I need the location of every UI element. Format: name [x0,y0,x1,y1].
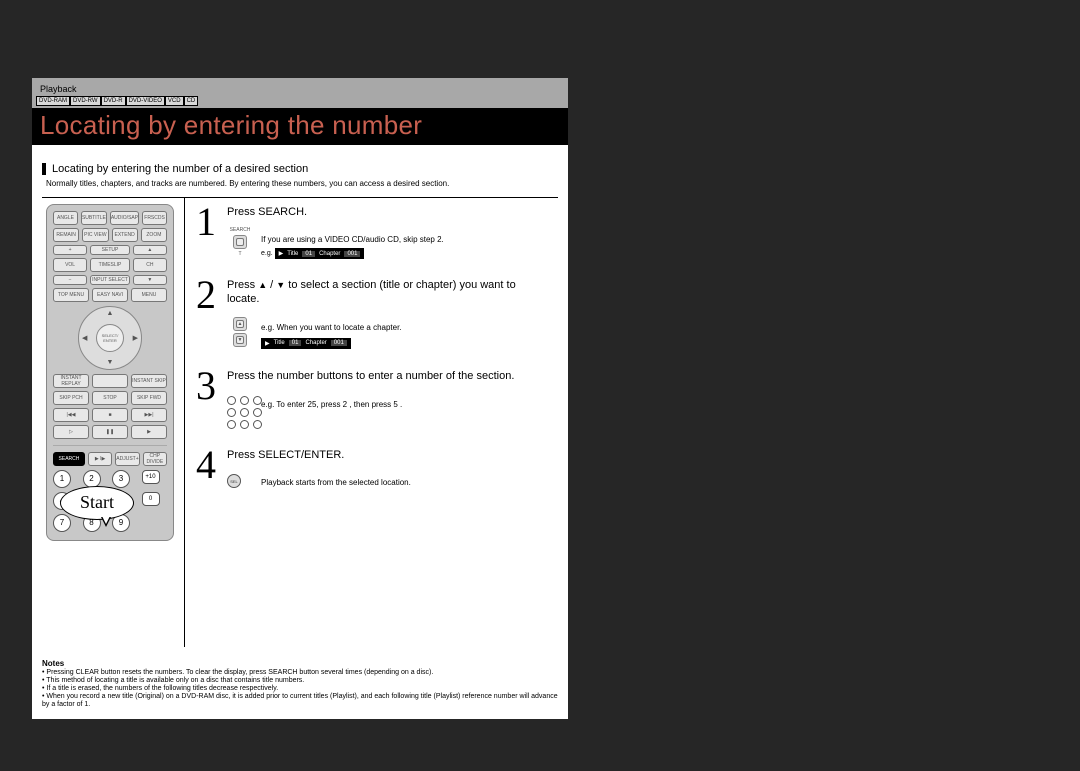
remote-btn: EXTEND [112,228,138,242]
notes-heading: Notes [42,659,558,668]
remote-btn: STOP [92,391,128,405]
badge-dvd-rw: DVD-RW [70,96,101,106]
remote-btn: + [53,245,87,255]
remote-btn: ▲ [133,245,167,255]
step-4: 4 Press SELECT/ENTER. SEL Playback start… [193,447,550,489]
remote-btn: FRSCDS [142,211,167,225]
step-3: 3 Press the number buttons to enter a nu… [193,368,550,429]
step-2-note: e.g. When you want to locate a chapter. [261,323,402,332]
dpad-down-icon: ▼ [107,359,114,366]
remote-btn: SKIP PCH [53,391,89,405]
notes-section: Notes • Pressing CLEAR button resets the… [32,655,568,719]
step-2-title: Press ▲ / ▼ to select a section (title o… [227,279,550,307]
remote-btn: CH [133,258,167,272]
remote-btn: ADJUST+ [115,452,139,466]
remote-btn: TIMESLIP [90,258,130,272]
step-3-note: e.g. To enter 25, press 2 , then press 5… [261,400,402,429]
step-number: 2 [193,277,219,350]
up-arrow-icon: ▲ [258,280,267,290]
select-enter-icon: SEL [227,470,253,488]
badge-vcd: VCD [165,96,184,106]
remote-btn: SKIP FWD [131,391,167,405]
osd-display: ▶ Title01 Chapter001 [261,338,351,349]
num-0: 0 [142,492,160,506]
remote-btn: TOP MENU [53,288,89,302]
section-heading-wrap: Locating by entering the number of a des… [32,145,568,177]
remote-btn: |◀◀ [53,408,89,422]
remote-btn: SETUP [90,245,130,255]
badge-cd: CD [184,96,199,106]
step-4-title: Press SELECT/ENTER. [227,449,550,463]
remote-btn [92,374,128,388]
note-item: • When you record a new title (Original)… [42,693,558,709]
remote-btn: MENU [131,288,167,302]
remote-btn: SUBTITLE [81,211,107,225]
step-2: 2 Press ▲ / ▼ to select a section (title… [193,277,550,350]
disc-badge-row: DVD-RAM DVD-RW DVD-R DVD-VIDEO VCD CD [32,96,568,108]
remote-btn: ANGLE [53,211,78,225]
content-box: ANGLESUBTITLEAUDIO/SAPFRSCDS REMAINPIC V… [42,197,558,647]
start-callout: Start [60,486,134,520]
section-heading: Locating by entering the number of a des… [42,163,558,175]
remote-btn: ▶ I▶ [88,452,112,466]
osd-display: ▶ Title01 Chapter001 [275,248,365,259]
remote-btn: ❚❚ [92,425,128,439]
num-3: 3 [112,470,130,488]
num-1: 1 [53,470,71,488]
remote-btn: REMAIN [53,228,79,242]
step-number: 1 [193,204,219,260]
remote-btn: CHP DIVIDE [143,452,167,466]
remote-btn: ■ [92,408,128,422]
step-1-note: If you are using a VIDEO CD/audio CD, sk… [261,235,444,244]
step-4-note: Playback starts from the selected locati… [261,478,411,488]
dpad-right-icon: ▶ [133,334,138,342]
step-3-title: Press the number buttons to enter a numb… [227,370,550,384]
num-2: 2 [83,470,101,488]
page-title: Locating by entering the number [32,108,568,145]
remote-column: ANGLESUBTITLEAUDIO/SAPFRSCDS REMAINPIC V… [42,198,184,647]
remote-btn: ▶▶| [131,408,167,422]
remote-search-button: SEARCH [53,452,85,466]
remote-select-enter: SELECT/ ENTER [96,324,124,352]
down-arrow-icon: ▼ [276,280,285,290]
remote-btn: ▼ [133,275,167,285]
step-1-title: Press SEARCH. [227,206,550,220]
remote-btn: − [53,275,87,285]
badge-dvd-video: DVD-VIDEO [126,96,165,106]
remote-btn: INSTANT SKIP [131,374,167,388]
num-7: 7 [53,514,71,532]
remote-btn: ▶ [131,425,167,439]
playback-label: Playback [36,82,81,96]
step-1: 1 Press SEARCH. SEARCH T If you are usin… [193,204,550,260]
note-item: • If a title is erased, the numbers of t… [42,685,558,693]
note-item: • Pressing CLEAR button resets the numbe… [42,669,558,677]
remote-btn: ZOOM [141,228,167,242]
step-number: 4 [193,447,219,489]
dpad-up-icon: ▲ [107,310,114,317]
numpad-icon [227,392,253,429]
remote-dpad: ▲ ▼ ◀ ▶ SELECT/ ENTER [78,306,142,370]
header-strip: Playback [32,78,568,96]
note-item: • This method of locating a title is ava… [42,677,558,685]
badge-dvd-ram: DVD-RAM [36,96,70,106]
steps-column: 1 Press SEARCH. SEARCH T If you are usin… [184,198,558,647]
remote-btn: INPUT SELECT [90,275,130,285]
remote-btn: INSTANT REPLAY [53,374,89,388]
section-description: Normally titles, chapters, and tracks ar… [32,177,568,195]
badge-dvd-r: DVD-R [101,96,126,106]
manual-page: Playback DVD-RAM DVD-RW DVD-R DVD-VIDEO … [32,78,568,719]
remote-btn: ▷ [53,425,89,439]
step-number: 3 [193,368,219,429]
dpad-left-icon: ◀ [82,334,87,342]
remote-btn: PIC VIEW [82,228,108,242]
remote-btn: VOL [53,258,87,272]
remote-btn: AUDIO/SAP [110,211,139,225]
remote-btn: EASY NAVI [92,288,128,302]
updown-icon: ▲ ▼ [227,315,253,350]
num-plus10: +10 [142,470,160,484]
search-icon: SEARCH T [227,227,253,259]
